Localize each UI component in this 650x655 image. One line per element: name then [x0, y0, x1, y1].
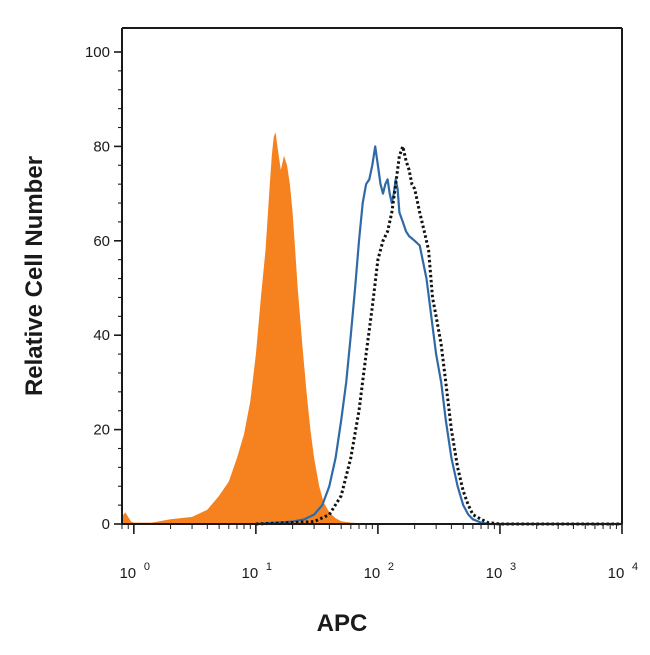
- x-tick-label-1: 10: [119, 565, 136, 582]
- y-tick-label-40: 40: [93, 327, 110, 344]
- y-tick-label-80: 80: [93, 138, 110, 155]
- series-2-dotted-histogram-line: [255, 144, 622, 526]
- y-tick-label-60: 60: [93, 233, 110, 250]
- x-tick-label-100: 10: [364, 565, 381, 582]
- series-layer: [122, 132, 622, 526]
- x-axis: 10 0 10 1 10 2 10 3 10 4: [119, 524, 638, 582]
- plot-frame: [121, 27, 623, 525]
- series-0-filled-histogram: [122, 132, 378, 524]
- x-tick-exponent-100: 2: [388, 561, 394, 573]
- y-axis-label: Relative Cell Number: [21, 156, 48, 396]
- x-tick-exponent-10: 1: [266, 561, 272, 573]
- x-tick-label-10: 10: [242, 565, 259, 582]
- y-axis: 0 20 40 60 80 100: [85, 44, 122, 533]
- x-tick-label-1000: 10: [486, 565, 503, 582]
- y-tick-label-100: 100: [85, 44, 110, 61]
- x-tick-exponent-1: 0: [144, 561, 150, 573]
- x-tick-exponent-10000: 4: [632, 561, 638, 573]
- x-tick-label-10000: 10: [608, 565, 625, 582]
- y-tick-label-20: 20: [93, 422, 110, 439]
- y-tick-label-0: 0: [102, 516, 110, 533]
- x-axis-label: APC: [317, 610, 368, 637]
- x-tick-exponent-1000: 3: [510, 561, 516, 573]
